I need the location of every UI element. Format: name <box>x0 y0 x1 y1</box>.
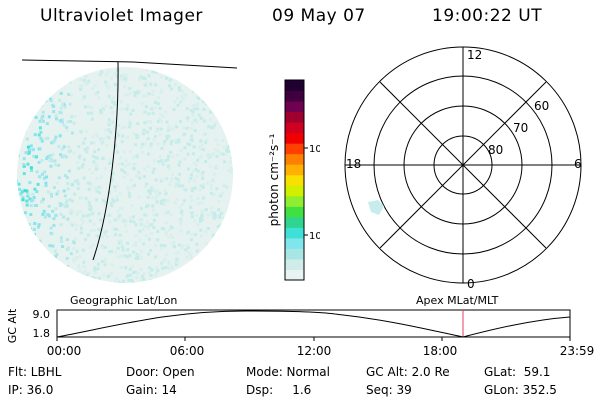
colorbar-tick-10: 10 <box>309 231 320 242</box>
mlt-label-6: 6 <box>574 157 582 171</box>
colorbar-band <box>285 101 304 113</box>
colorbar-band <box>285 111 304 123</box>
colorbar-band <box>285 174 304 186</box>
y-tick-high: 9.0 <box>33 308 51 321</box>
glon-info: GLon: 352.5 <box>484 383 557 397</box>
colorbar-band <box>285 216 304 228</box>
orbit-altitude-plot: GC Alt 9.0 1.8 00:00 06:00 12:00 18:00 2… <box>6 308 595 358</box>
apex-label: Apex MLat/MLT <box>416 294 499 307</box>
colorbar-band <box>285 143 304 155</box>
colorbar-band <box>285 206 304 218</box>
filter-info: Flt: LBHL <box>8 365 62 379</box>
orbit-frame <box>56 309 571 338</box>
dsp-info: Dsp: 1.6 <box>246 383 312 397</box>
mlt-label-0: 0 <box>467 277 475 291</box>
glat-info: GLat: 59.1 <box>484 365 551 379</box>
colorbar-band <box>285 132 304 144</box>
x-tick-0000: 00:00 <box>47 344 82 358</box>
colorbar-unit-label: photon cm⁻²s⁻¹ <box>267 133 281 226</box>
colorbar-band <box>285 164 304 176</box>
lat-label-60: 60 <box>534 99 549 113</box>
colorbar-band <box>285 248 304 260</box>
colorbar-bands <box>285 80 304 281</box>
seq-info: Seq: 39 <box>366 383 412 397</box>
colorbar-band <box>285 185 304 197</box>
gc-alt-info: GC Alt: 2.0 Re <box>366 365 450 379</box>
x-tick-1200: 12:00 <box>297 344 332 358</box>
door-info: Door: Open <box>126 365 195 379</box>
gain-info: Gain: 14 <box>126 383 177 397</box>
instrument-title: Ultraviolet Imager <box>40 6 203 26</box>
colorbar-band <box>285 90 304 102</box>
mlt-label-12: 12 <box>467 48 482 62</box>
colorbar-band <box>285 237 304 249</box>
lat-label-80: 80 <box>488 143 503 157</box>
mode-info: Mode: Normal <box>246 365 330 379</box>
y-tick-low: 1.8 <box>33 327 51 340</box>
x-tick-1800: 18:00 <box>423 344 458 358</box>
colorbar-band <box>285 195 304 207</box>
colorbar-band <box>285 227 304 239</box>
colorbar-band <box>285 80 304 92</box>
auroral-image <box>17 59 238 283</box>
geographic-grid-line <box>21 59 238 69</box>
observation-time: 19:00:22 UT <box>432 6 543 26</box>
geographic-label: Geographic Lat/Lon <box>70 294 178 307</box>
observation-date: 09 May 07 <box>272 6 366 26</box>
colorbar-scale: photon cm⁻²s⁻¹ 100 10 <box>267 79 320 281</box>
gc-alt-axis-label: GC Alt <box>6 308 19 343</box>
lat-label-70: 70 <box>513 121 528 135</box>
mlt-diagonal-2 <box>379 81 547 249</box>
colorbar-band <box>285 153 304 165</box>
orbit-altitude-curve <box>56 310 571 338</box>
colorbar-band <box>285 258 304 270</box>
x-tick-2359: 23:59 <box>560 344 595 358</box>
colorbar-band <box>285 269 304 281</box>
mlt-label-18: 18 <box>346 157 361 171</box>
polar-plot: 12 18 6 0 60 70 80 <box>344 46 582 291</box>
ip-info: IP: 36.0 <box>8 383 54 397</box>
x-tick-0600: 06:00 <box>170 344 205 358</box>
terminator-line <box>92 61 119 261</box>
emission-patch <box>368 200 384 215</box>
colorbar-tick-100: 100 <box>309 144 320 155</box>
colorbar-band <box>285 122 304 134</box>
